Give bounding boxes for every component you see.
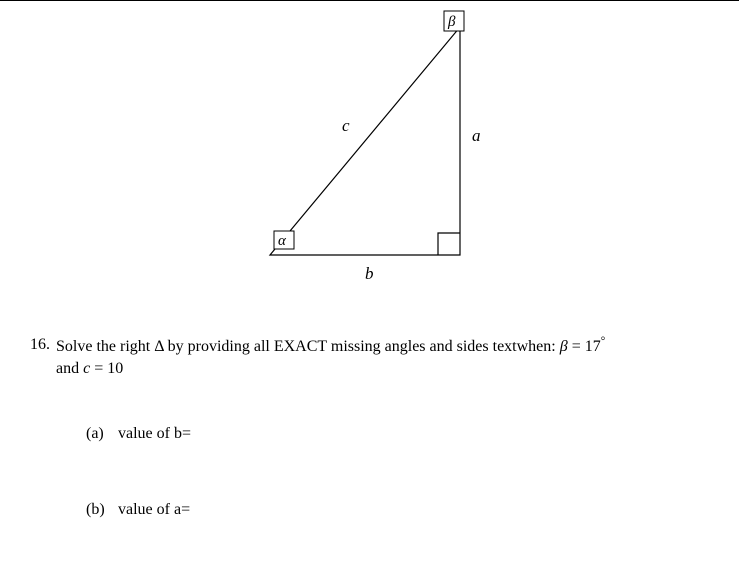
problem-text-post: and (56, 360, 83, 377)
subpart-a-text: value of b= (118, 425, 191, 443)
problem-16: 16. Solve the right Δ by providing all E… (22, 336, 717, 379)
side-b-label: b (365, 264, 374, 283)
subpart-a-var: b (174, 425, 182, 442)
subpart-b: (b) value of a= (86, 501, 191, 519)
subpart-a-label: (a) (86, 425, 112, 443)
subparts-list: (a) value of b= (b) value of a= (86, 425, 191, 577)
eq-beta: = 17 (568, 338, 601, 355)
subpart-b-label: (b) (86, 501, 112, 519)
degree-symbol: ° (601, 336, 605, 348)
beta-label: β (447, 14, 456, 30)
subpart-a-pre: value of (118, 425, 174, 442)
beta-angle-box: β (444, 11, 464, 31)
page: c a b α β 16. Solve the right Δ by provi… (0, 0, 739, 556)
subpart-a-eq: = (182, 425, 191, 442)
problem-number: 16. (22, 336, 50, 354)
subpart-b-text: value of a= (118, 501, 190, 519)
subpart-b-pre: value of (118, 501, 174, 518)
side-a-label: a (472, 126, 481, 145)
alpha-angle-box: α (274, 231, 294, 249)
problem-text: Solve the right Δ by providing all EXACT… (56, 336, 717, 379)
alpha-label: α (278, 233, 287, 249)
subpart-b-eq: = (181, 501, 190, 518)
triangle-path (270, 27, 460, 255)
subpart-a: (a) value of b= (86, 425, 191, 443)
side-c-label: c (342, 116, 350, 135)
beta-symbol: β (560, 338, 568, 355)
problem-text-pre: Solve the right Δ by providing all EXACT… (56, 338, 560, 355)
triangle-diagram: c a b α β (220, 7, 520, 297)
eq-c: = 10 (90, 360, 123, 377)
right-angle-marker (438, 233, 460, 255)
figure-wrap: c a b α β (0, 7, 739, 297)
